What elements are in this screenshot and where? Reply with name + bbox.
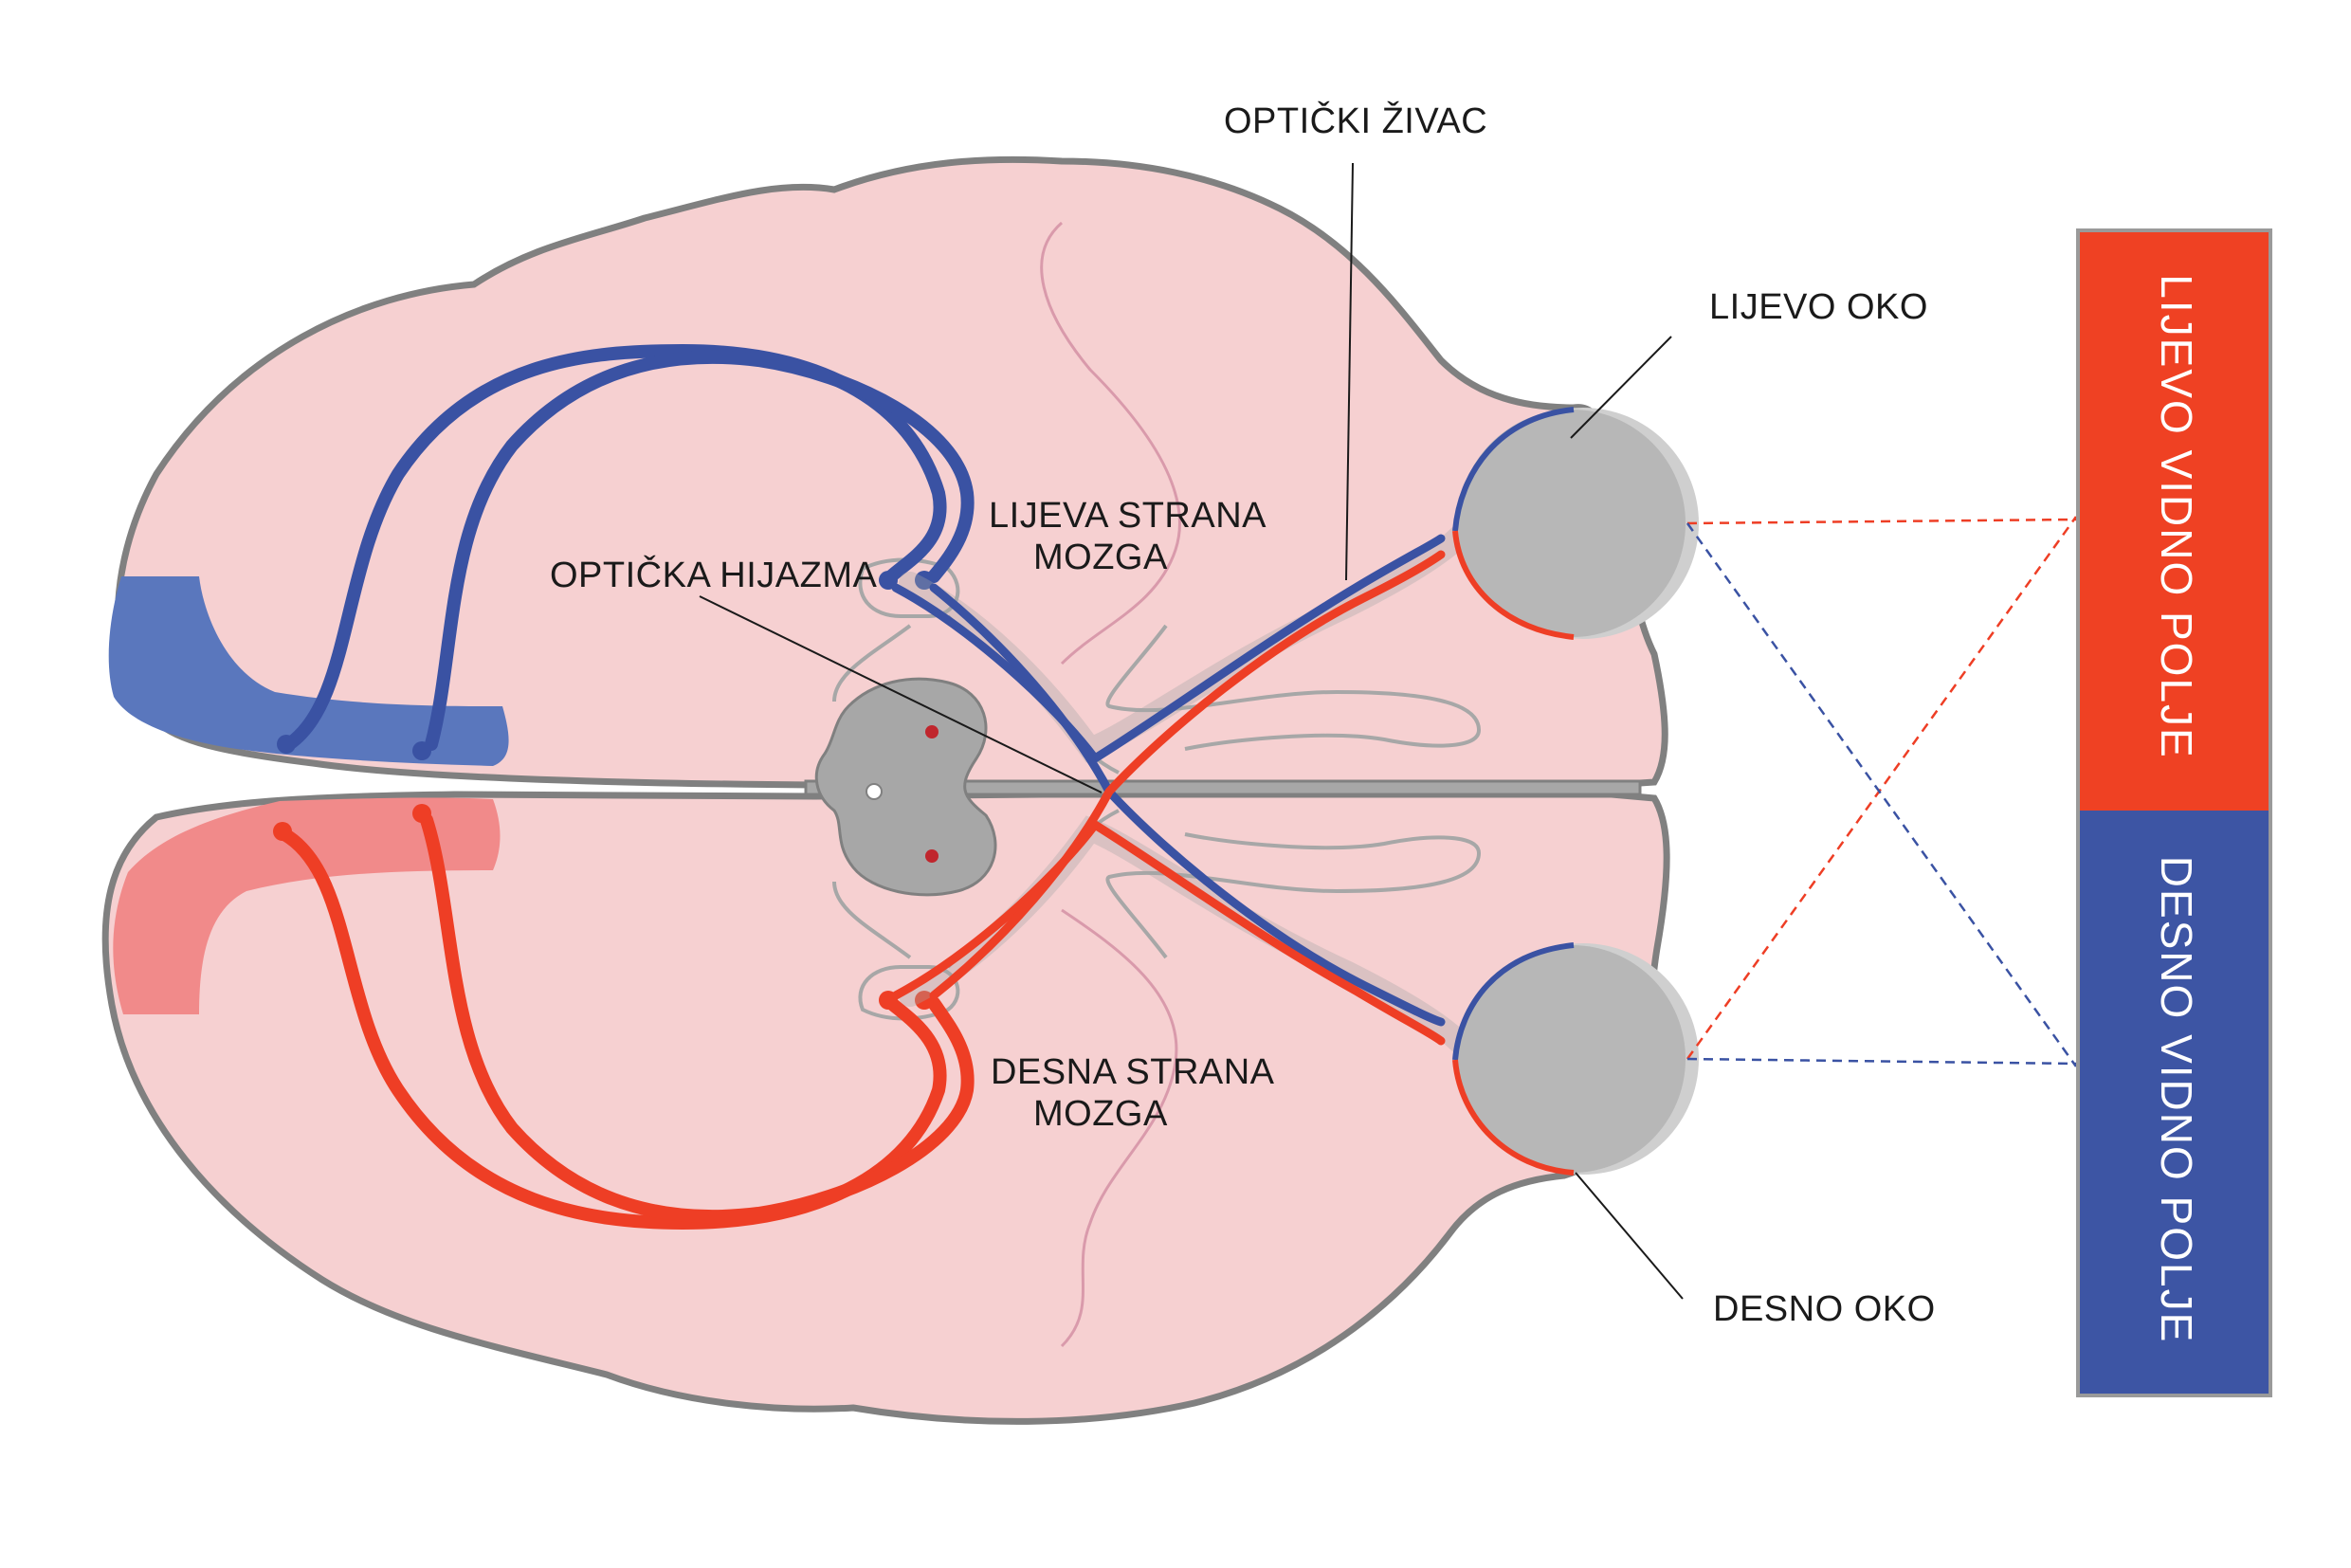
neuron-cell — [273, 822, 292, 841]
sulcus — [1040, 221, 1181, 665]
right-optic-radiation — [278, 813, 975, 1231]
left-hemisphere — [114, 155, 1668, 789]
label-lijevo-vidno-polje: LIJEVO VIDNO POLJE — [2152, 274, 2201, 758]
sulcus — [1060, 908, 1178, 1348]
label-lijeva-strana: LIJEVA STRANA — [989, 496, 1267, 536]
left-visual-field-panel — [2078, 230, 2270, 811]
nucleus-dot — [866, 783, 883, 800]
left-visual-cortex — [108, 576, 509, 766]
visual-field-lines — [1686, 516, 2078, 1067]
right-visual-field-panel — [2078, 811, 2270, 1395]
nucleus-dot — [925, 849, 939, 863]
central-nucleus — [814, 677, 997, 897]
left-eye — [1452, 407, 1699, 640]
optic-nerves — [891, 524, 1471, 1054]
leader-lines — [699, 162, 1684, 1300]
neuron-cell — [915, 571, 934, 590]
panel-border — [2076, 228, 2272, 1397]
label-desno-vidno-polje: DESNO VIDNO POLJE — [2152, 856, 2201, 1344]
label-lijeva-mozga: MOZGA — [1033, 538, 1168, 577]
neuron-cell — [277, 735, 296, 754]
label-desno-oko: DESNO OKO — [1713, 1289, 1936, 1329]
right-eye — [1452, 942, 1699, 1176]
nucleus-dot — [925, 725, 939, 738]
right-hemisphere — [101, 791, 1670, 1425]
label-opticki-zivac: OPTIČKI ŽIVAC — [1224, 100, 1487, 141]
visual-field-panel: LIJEVO VIDNO POLJE DESNO VIDNO POLJE — [2076, 228, 2272, 1397]
longitudinal-fissure — [804, 779, 1642, 796]
label-lijevo-oko: LIJEVO OKO — [1709, 287, 1928, 327]
label-desna-strana: DESNA STRANA — [991, 1052, 1275, 1092]
brain — [101, 155, 1670, 1425]
neuron-cell — [412, 804, 431, 823]
neuron-cell — [915, 991, 934, 1010]
left-optic-radiation — [282, 343, 975, 751]
label-desna-mozga: MOZGA — [1033, 1094, 1168, 1134]
neuron-cell — [412, 741, 431, 760]
label-opticka-hijazma: OPTIČKA HIJAZMA — [550, 554, 877, 595]
right-visual-cortex — [113, 797, 501, 1014]
